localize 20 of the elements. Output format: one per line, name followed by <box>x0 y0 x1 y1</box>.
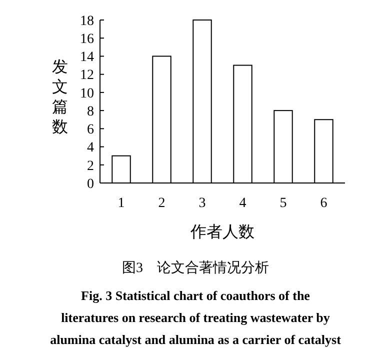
x-tick-label: 5 <box>280 196 287 211</box>
y-axis-title: 发文篇数 <box>52 59 68 136</box>
y-tick-label: 2 <box>87 158 94 174</box>
x-tick-label: 3 <box>198 196 206 211</box>
x-tick-label: 1 <box>118 196 125 211</box>
y-tick-label: 16 <box>80 32 94 48</box>
y-tick-label: 6 <box>87 122 94 138</box>
x-tick-label: 2 <box>158 196 166 211</box>
y-tick-label: 8 <box>87 104 94 120</box>
y-tick-label: 4 <box>87 140 94 156</box>
text: 图3 论文合著情况分析 <box>122 260 269 276</box>
y-tick-label: 18 <box>80 14 94 29</box>
x-tick-label: 4 <box>239 196 246 211</box>
y-tick-label: 14 <box>80 50 94 66</box>
x-axis-title: 作者人数 <box>190 223 254 241</box>
y-tick-label: 12 <box>80 68 94 84</box>
y-tick-label: 0 <box>87 176 94 192</box>
x-tick-label: 6 <box>320 196 328 211</box>
y-tick-label: 10 <box>80 86 94 102</box>
text: Fig. 3 Statistical chart of coauthors of the literatures on research of treating wastewater by alumina catalyst and alumina as a carrier of catalyst <box>50 288 342 347</box>
